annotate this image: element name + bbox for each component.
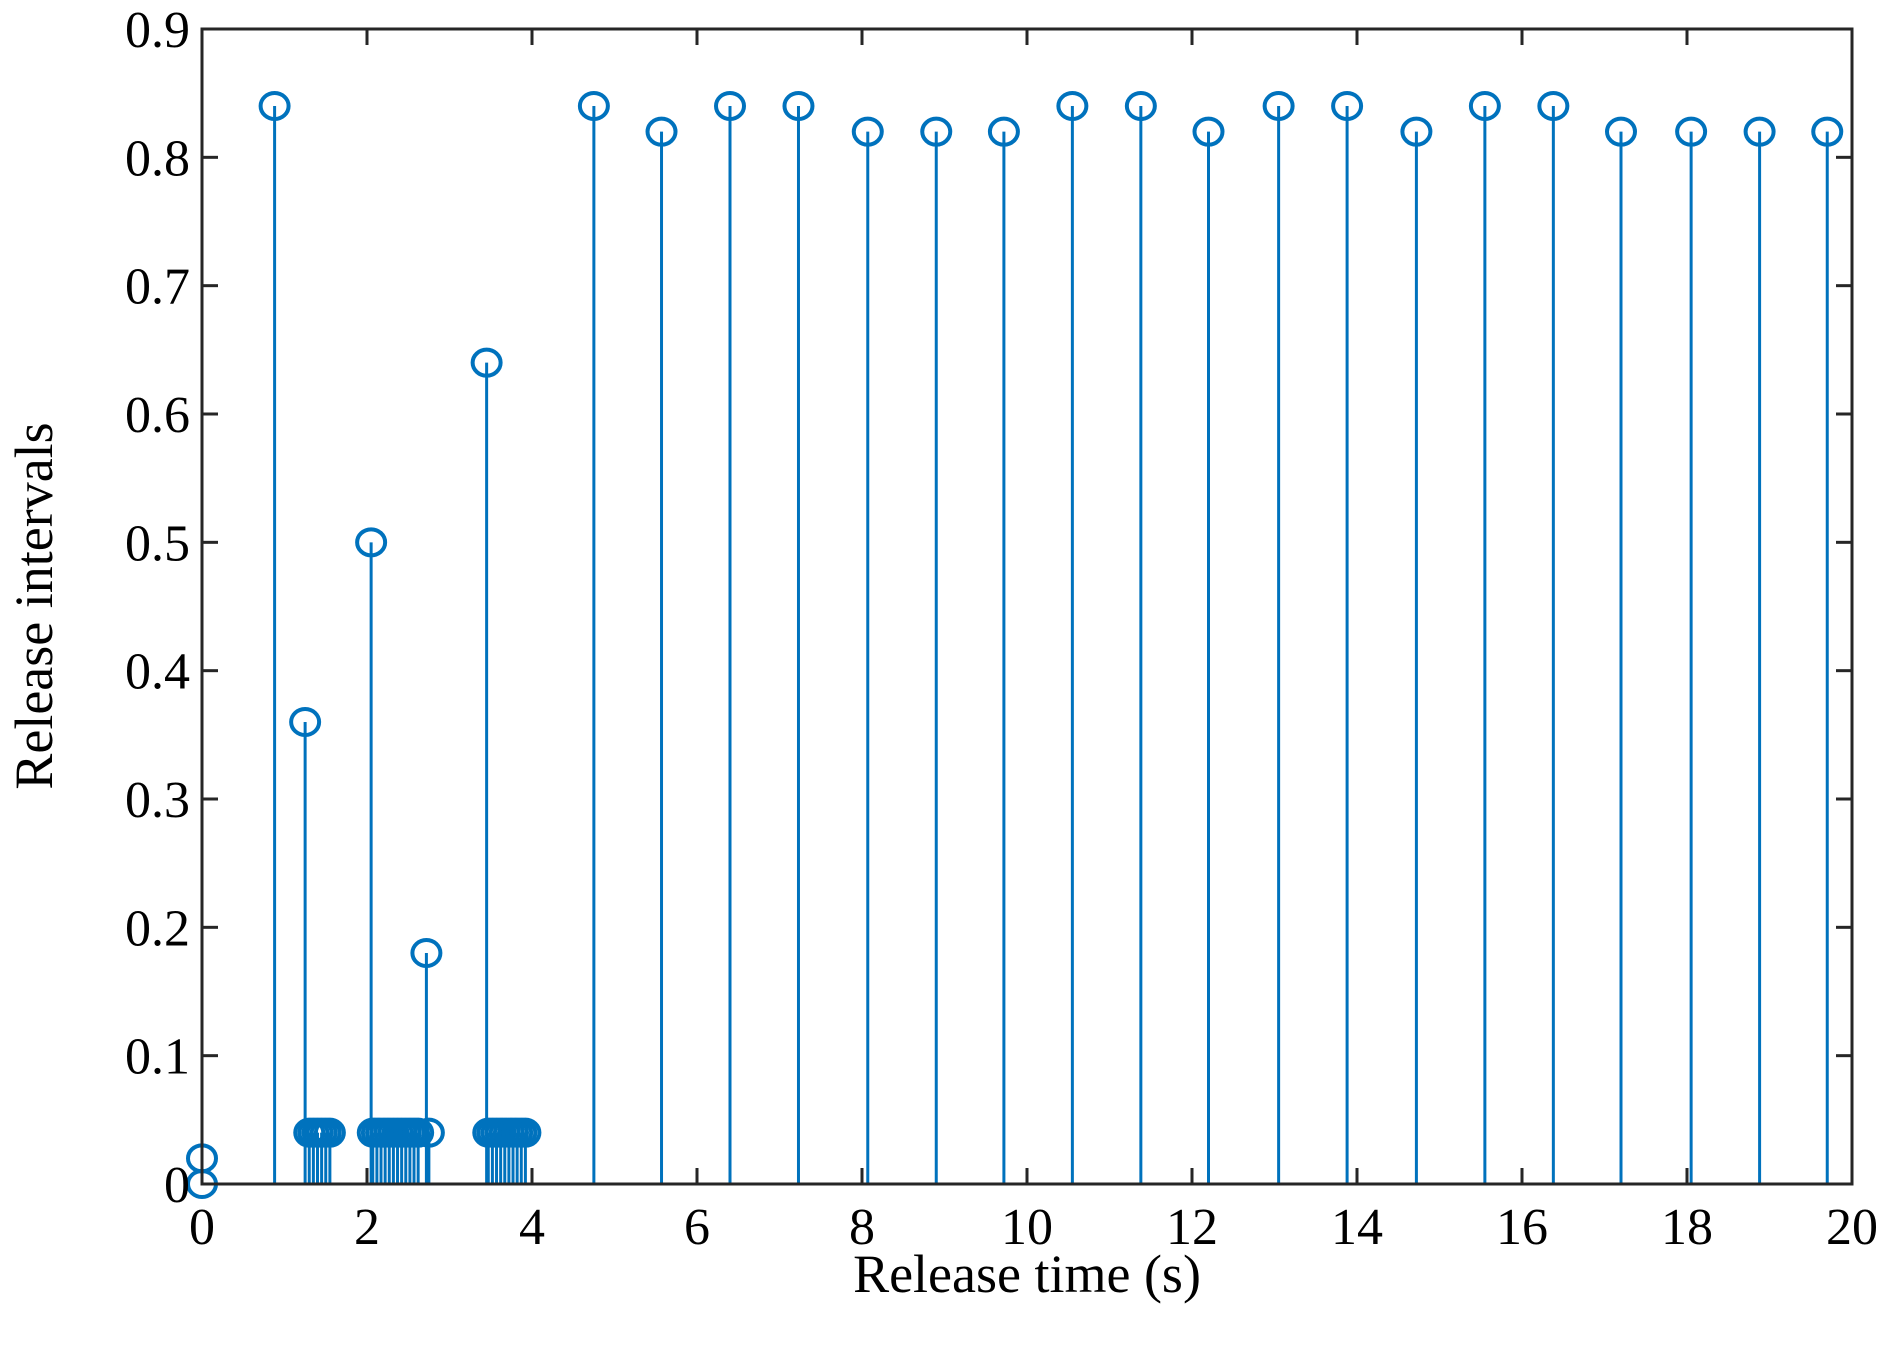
x-tick-label: 16 <box>1496 1199 1548 1256</box>
x-tick-label: 10 <box>1001 1199 1053 1256</box>
axis-ticks <box>200 27 1854 1186</box>
stem-marker <box>1605 116 1637 147</box>
stem-marker <box>1331 91 1364 121</box>
stem-marker <box>714 91 746 121</box>
stem-marker <box>402 1117 435 1148</box>
stem-marker <box>1124 91 1157 121</box>
stem-marker <box>1537 91 1570 121</box>
y-tick-label: 0.6 <box>125 387 190 444</box>
stem-marker <box>920 116 953 147</box>
y-tick-label: 0.7 <box>125 259 190 316</box>
stem-marker <box>1468 91 1501 121</box>
y-tick-label: 0.8 <box>125 130 190 187</box>
y-tick-label: 0.2 <box>125 900 190 957</box>
stem-marker <box>577 91 610 121</box>
stem-marker <box>645 116 678 147</box>
stem-marker <box>1192 116 1225 147</box>
y-tick-label: 0.5 <box>125 515 190 572</box>
x-tick-label: 12 <box>1166 1199 1218 1256</box>
y-tick-label: 0.1 <box>125 1029 190 1086</box>
stem-marker <box>1675 116 1708 147</box>
y-tick-labels: 0 0.1 0.2 0.3 0.4 0.5 0.6 0.7 0.8 0.9 <box>125 2 190 1214</box>
stem-marker <box>412 1117 445 1148</box>
plot-frame <box>200 27 1854 1186</box>
stem-marker <box>355 527 388 558</box>
stem-marker <box>470 347 503 378</box>
y-tick-label: 0 <box>164 1157 190 1214</box>
stem-marker <box>1056 91 1089 121</box>
stem-marker <box>1743 116 1776 147</box>
x-tick-label: 0 <box>189 1199 215 1256</box>
stem-marker <box>1262 91 1295 121</box>
stem-marker <box>313 1117 346 1148</box>
stem-series <box>186 91 1844 1199</box>
x-tick-label: 6 <box>684 1199 710 1256</box>
x-tick-label: 20 <box>1826 1199 1878 1256</box>
y-tick-label: 0.4 <box>125 644 190 701</box>
stem-marker <box>782 91 815 121</box>
x-tick-label: 14 <box>1331 1199 1383 1256</box>
x-tick-label: 8 <box>849 1199 875 1256</box>
x-tick-label: 2 <box>354 1199 380 1256</box>
stem-marker <box>987 116 1020 147</box>
stem-marker <box>509 1117 542 1148</box>
stem-marker <box>1811 116 1844 147</box>
stem-marker <box>289 707 322 737</box>
stem-marker <box>258 91 291 121</box>
x-tick-label: 18 <box>1661 1199 1713 1256</box>
y-axis-label: Release intervals <box>4 422 64 789</box>
stem-marker <box>1400 116 1433 147</box>
stem-marker <box>410 938 443 968</box>
stem-marker <box>851 116 884 147</box>
x-axis-label: Release time (s) <box>853 1244 1201 1304</box>
y-tick-label: 0.9 <box>125 2 190 59</box>
x-tick-labels: 0 2 4 6 8 10 12 14 16 18 20 <box>189 1199 1878 1256</box>
x-tick-label: 4 <box>519 1199 545 1256</box>
y-tick-label: 0.3 <box>125 772 190 829</box>
